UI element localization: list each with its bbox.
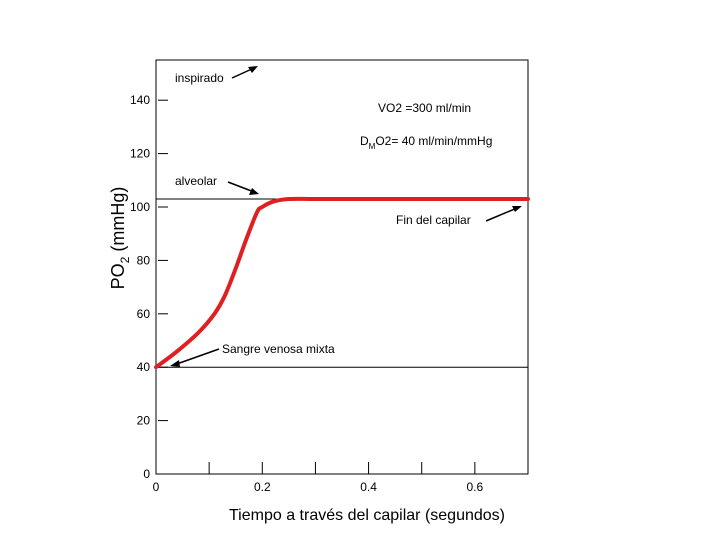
annotation-inspirado: inspirado [175,71,224,85]
y-tick-label: 80 [137,253,151,267]
arrow-fin-capilar [485,207,518,222]
reference-lines [156,198,528,368]
y-tick-label: 120 [130,147,150,161]
x-tick-label: 0 [153,480,160,494]
x-axis-title: Tiempo a través del capilar (segundos) [229,507,505,524]
arrows [170,66,522,367]
annotation-vo2: VO2 =300 ml/min [378,101,471,115]
y-axis-title-group: PO2 (mmHg) [108,187,132,290]
dmo2-prefix: D [360,134,369,148]
y-tick-label: 60 [137,307,151,321]
y-axis-title: PO2 (mmHg) [108,187,132,290]
arrowhead-sangre-venosa [170,360,180,367]
arrow-alveolar [227,181,255,193]
arrow-sangre-venosa [173,348,220,366]
x-tick-label: 0.2 [254,480,271,494]
y-tick-label: 100 [130,200,150,214]
arrowhead-inspirado [248,66,258,73]
y-tick-label: 40 [137,360,151,374]
annotation-dmo2: DMO2= 40 ml/min/mmHg [360,134,492,151]
dmo2-rest: O2= 40 ml/min/mmHg [375,134,492,148]
y-tick-label: 20 [137,414,151,428]
y-axis-ticks: 0 20 40 60 80 100 120 140 [130,93,168,481]
arrowhead-alveolar [249,188,259,195]
y-tick-label: 0 [143,467,150,481]
annotation-alveolar: alveolar [175,174,217,188]
arrowhead-fin-capilar [512,206,522,212]
series-line-po2 [154,196,530,370]
y-axis-title-unit: (mmHg) [108,187,128,257]
annotation-sangre-venosa: Sangre venosa mixta [222,342,335,356]
plot-frame [155,59,529,475]
x-axis-ticks: 0 0.2 0.4 0.6 [153,462,484,494]
x-tick-label: 0.4 [360,480,377,494]
series-layer [154,196,530,370]
x-tick-label: 0.6 [467,480,484,494]
y-tick-label: 140 [130,93,150,107]
annotation-fin-capilar: Fin del capilar [396,213,471,227]
dmo2-subscript: M [369,142,376,151]
y-axis-title-main: PO [108,263,128,289]
y-axis-title-subscript: 2 [118,256,132,263]
